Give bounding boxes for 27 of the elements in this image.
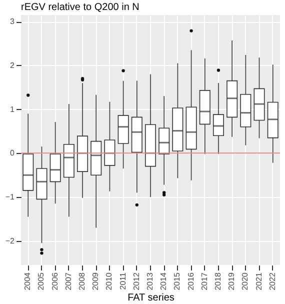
chart-title: rEGV relative to Q200 in N bbox=[21, 2, 140, 13]
x-tick-label: 2009 bbox=[91, 272, 100, 290]
y-tick-label: −1 bbox=[5, 192, 16, 202]
x-tick-label: 2021 bbox=[254, 272, 264, 290]
y-tick-label: −2 bbox=[5, 236, 16, 246]
x-tick-label: 2004 bbox=[23, 272, 32, 290]
x-tick-label: 2013 bbox=[146, 272, 154, 290]
x-tick-label: 2010 bbox=[104, 272, 114, 290]
x-tick-label: 2008 bbox=[78, 272, 87, 290]
x-tick-label: 2014 bbox=[159, 272, 168, 290]
x-tick-label: 2019 bbox=[227, 272, 236, 290]
x-tick-label: 2005 bbox=[36, 272, 46, 290]
y-tick-label: 0 bbox=[10, 148, 16, 158]
x-tick-label: 2022 bbox=[268, 272, 277, 290]
x-tick-label: 2017 bbox=[200, 272, 209, 290]
x-tick-label: 2006 bbox=[50, 272, 60, 290]
x-tick-label: 2007 bbox=[64, 272, 73, 290]
x-tick-label: 2016 bbox=[186, 272, 196, 290]
x-tick-label: 2018 bbox=[213, 272, 222, 290]
y-tick-label: 1 bbox=[10, 104, 16, 114]
x-tick-label: 2011 bbox=[118, 272, 128, 290]
y-tick-label: 2 bbox=[10, 60, 16, 70]
x-tick-label: 2015 bbox=[172, 272, 182, 290]
x-tick-label: 2012 bbox=[132, 272, 141, 290]
x-axis-title: FAT series bbox=[128, 292, 174, 304]
x-tick-label: 2020 bbox=[240, 272, 250, 290]
y-tick-label: 3 bbox=[10, 17, 16, 26]
